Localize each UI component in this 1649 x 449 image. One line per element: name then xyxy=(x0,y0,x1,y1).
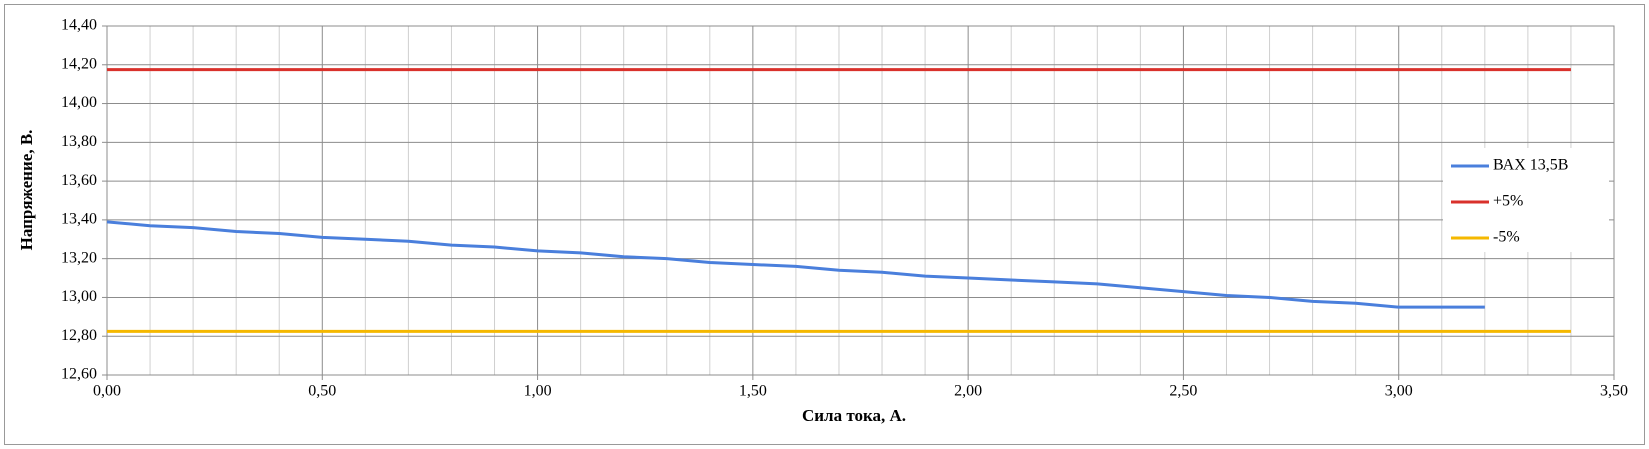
x-tick-label: 3,00 xyxy=(1385,383,1413,400)
plot xyxy=(106,68,1571,333)
legend-label: ВАХ 13,5В xyxy=(1493,157,1568,174)
y-tick-label: 13,60 xyxy=(61,172,97,189)
x-tick-label: 0,50 xyxy=(308,383,336,400)
y-tick-label: 14,40 xyxy=(61,17,97,34)
x-tick-label: 0,00 xyxy=(93,383,121,400)
x-axis-title: Сила тока, А. xyxy=(802,406,906,425)
grid xyxy=(102,25,1615,380)
y-tick-label: 14,00 xyxy=(61,94,97,111)
legend-label: +5% xyxy=(1493,193,1523,210)
y-axis-title: Напряжение, В. xyxy=(17,130,36,251)
y-tick-label: 14,20 xyxy=(61,55,97,72)
line-series xyxy=(106,220,1485,309)
plot-border xyxy=(106,25,1615,376)
y-tick-label: 13,40 xyxy=(61,211,97,228)
y-tick-label: 12,80 xyxy=(61,327,97,344)
x-tick-label: 1,50 xyxy=(739,383,767,400)
x-tick-label: 2,00 xyxy=(954,383,982,400)
y-tick-label: 13,00 xyxy=(61,288,97,305)
y-tick-label: 13,80 xyxy=(61,133,97,150)
x-tick-label: 2,50 xyxy=(1169,383,1197,400)
legend-label: -5% xyxy=(1493,229,1520,246)
y-tick-label: 13,20 xyxy=(61,249,97,266)
x-tick-label: 3,50 xyxy=(1600,383,1628,400)
chart-border xyxy=(4,4,1645,445)
x-tick-label: 1,00 xyxy=(524,383,552,400)
y-tick-label: 12,60 xyxy=(61,366,97,383)
